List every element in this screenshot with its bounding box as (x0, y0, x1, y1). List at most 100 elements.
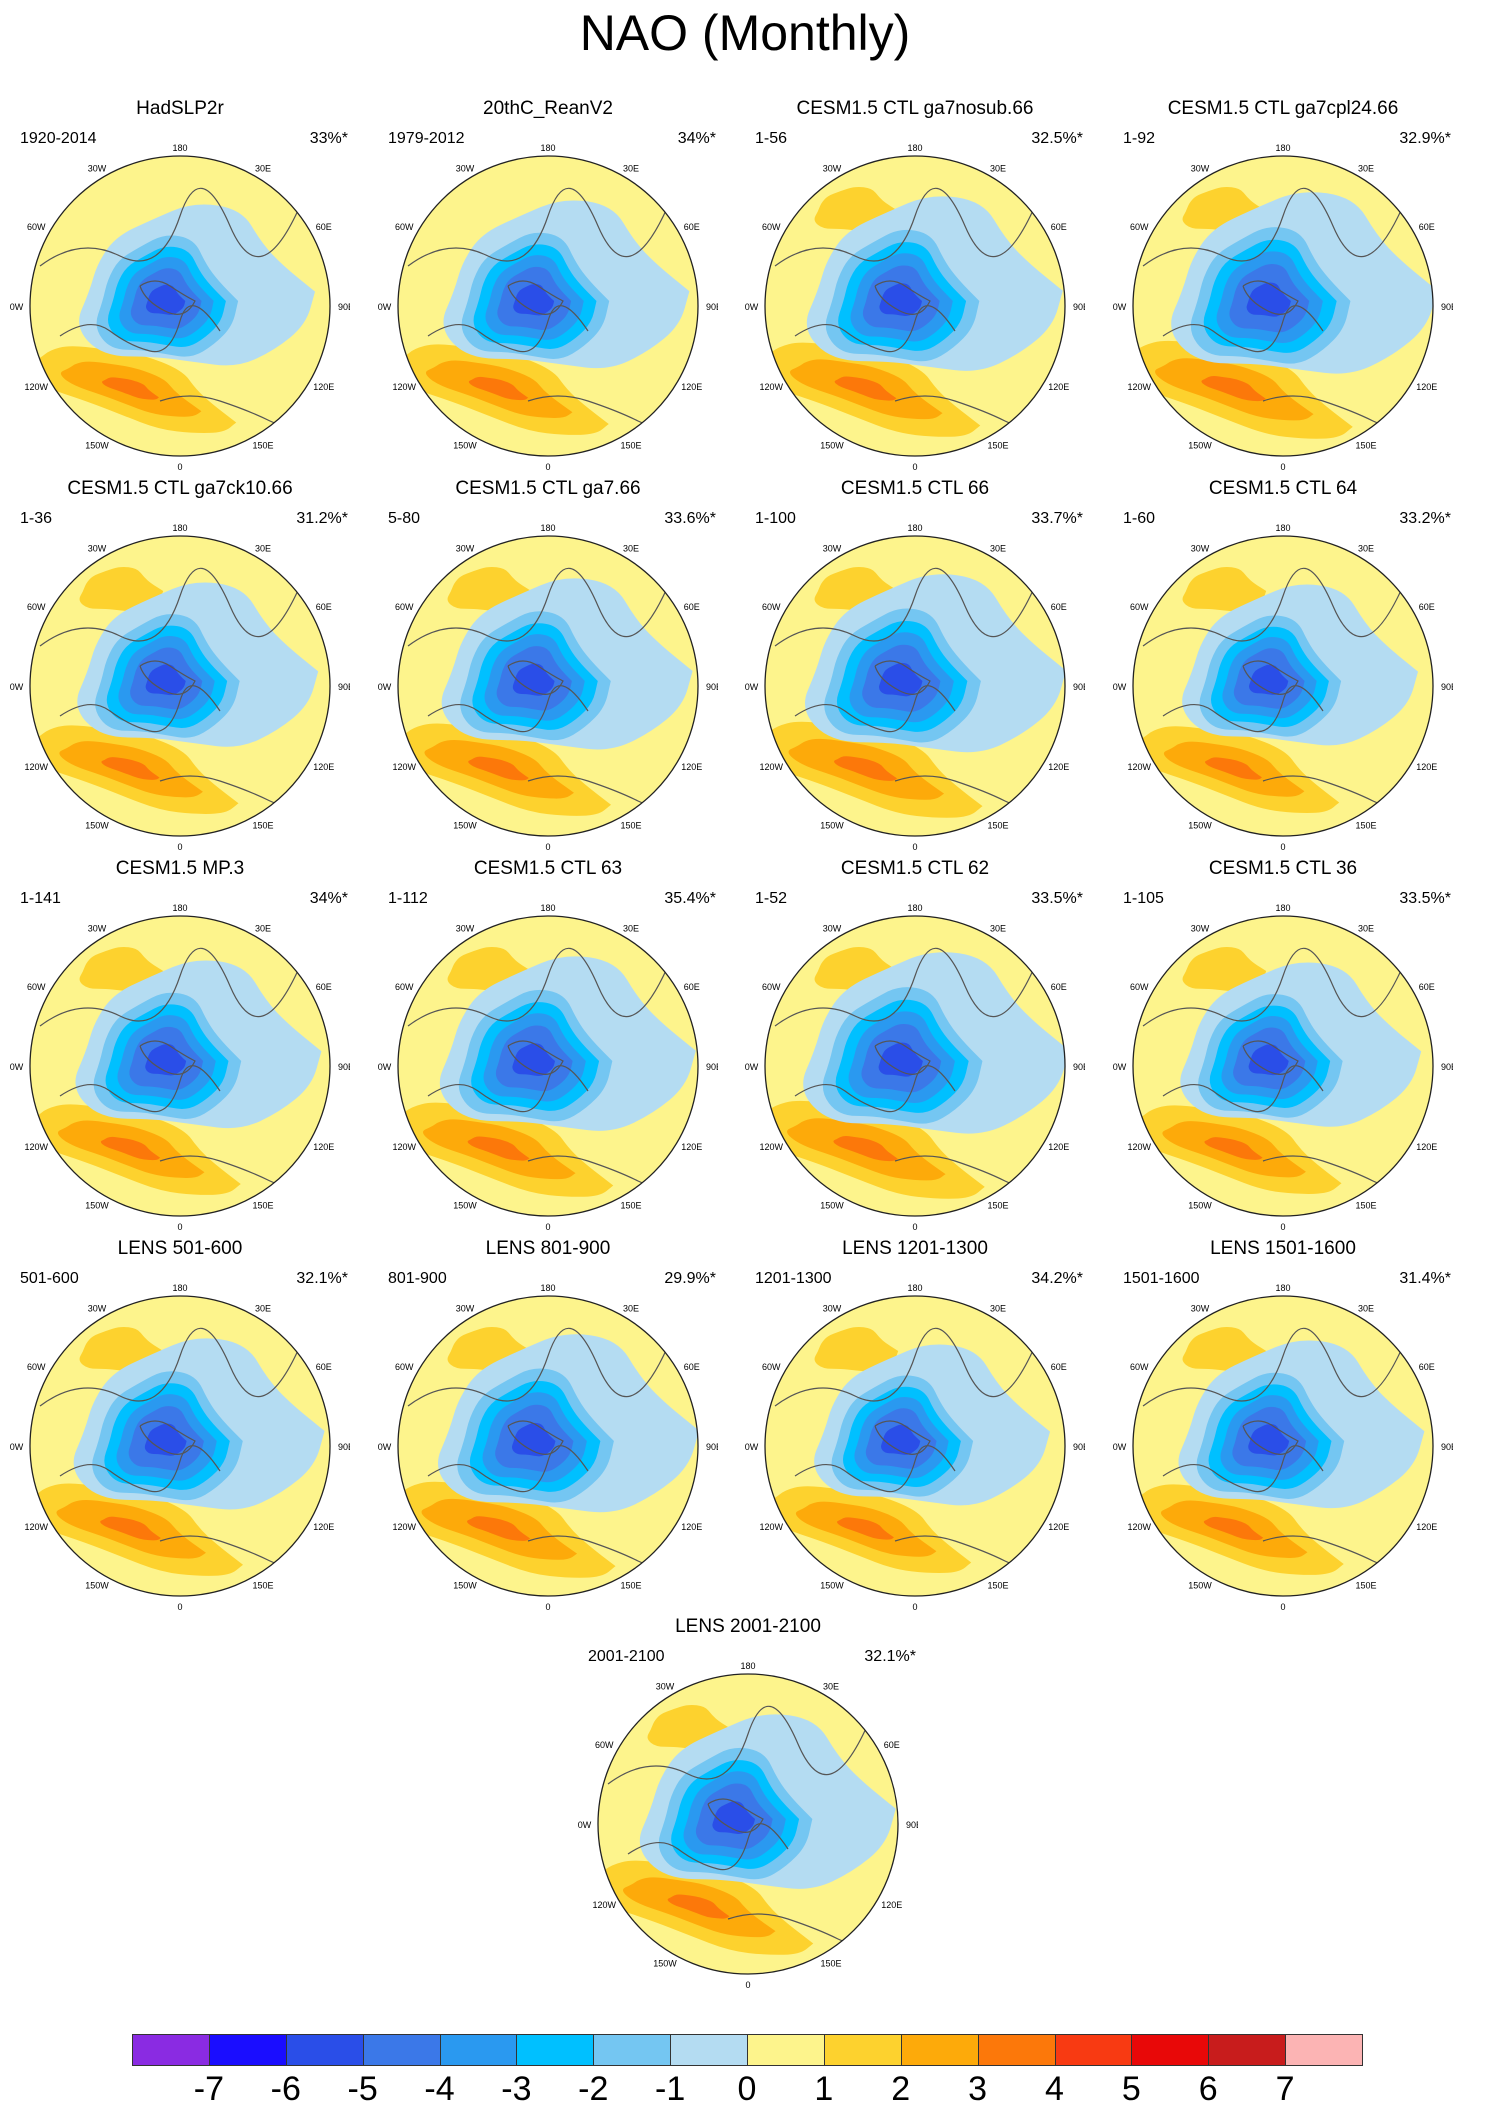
lon-label-west: 150W (820, 1581, 844, 1591)
polar-map: 180 0 150W 150E 120W 120E 90W 90E 60W 60E 30W 30E (10, 1283, 350, 1612)
lon-label-0: 0 (745, 1980, 750, 1990)
panel-title: HadSLP2r (136, 98, 224, 119)
lon-label-180: 180 (1275, 1283, 1290, 1293)
lon-label-west: 150W (85, 1201, 109, 1211)
panel-title: CESM1.5 MP.3 (115, 858, 245, 879)
lon-label-east: 120E (1048, 762, 1069, 772)
lon-label-west: 30W (456, 1303, 475, 1313)
coastline (427, 305, 589, 353)
panel-year-range: 1-100 (755, 510, 796, 527)
map-boundary (1132, 155, 1434, 457)
lon-label-west: 90W (1113, 1062, 1127, 1072)
lon-label-west: 120W (1127, 1142, 1151, 1152)
lon-label-east: 90E (1441, 302, 1453, 312)
lon-label-west: 150W (85, 821, 109, 831)
lon-label-west: 30W (656, 1681, 675, 1691)
lon-label-0: 0 (177, 842, 182, 852)
map-panel: LENS 1501-1600 1501-1600 31.4%* 180 0 150W 150… (1113, 1238, 1453, 1618)
lon-label-east: 60E (1051, 982, 1067, 992)
coastline (1162, 1065, 1324, 1113)
map-boundary (397, 915, 699, 1217)
colorbar: -7 -6 -5 -4 -3 -2 -1 0 1 2 3 4 5 6 7 (132, 2034, 1363, 2108)
panel-year-range: 1920-2014 (20, 130, 97, 147)
lon-label-west: 120W (24, 1522, 48, 1532)
lon-label-east: 60E (1051, 222, 1067, 232)
lon-label-east: 150E (987, 821, 1008, 831)
panel-title: CESM1.5 CTL ga7ck10.66 (67, 478, 293, 499)
coastline (1242, 660, 1299, 695)
map-boundary (764, 915, 1066, 1217)
lon-label-east: 30E (623, 163, 639, 173)
lon-label-east: 60E (884, 1740, 900, 1750)
colorbar-tick-label: -3 (501, 2070, 532, 2108)
map-boundary (29, 915, 331, 1217)
lon-label-east: 150E (1355, 441, 1376, 451)
panel-variance-percent: 33.7%* (1031, 510, 1083, 527)
map-panel: CESM1.5 CTL 66 1-100 33.7%* 180 0 150W 150E 120… (745, 478, 1085, 858)
lon-label-west: 150W (820, 1201, 844, 1211)
lon-label-0: 0 (1280, 462, 1285, 472)
colorbar-tick-label: -7 (193, 2070, 224, 2108)
panel-variance-percent: 34.2%* (1031, 1270, 1083, 1287)
map-panel: LENS 501-600 501-600 32.1%* 180 0 150W 150E 120… (10, 1238, 350, 1618)
coastline (627, 1823, 789, 1871)
panel-variance-percent: 32.1%* (864, 1648, 916, 1665)
lon-label-east: 60E (316, 1362, 332, 1372)
coastline (507, 1040, 564, 1075)
lon-label-east: 30E (1358, 923, 1374, 933)
lon-label-east: 120E (681, 762, 702, 772)
lon-label-east: 150E (252, 441, 273, 451)
lon-label-west: 150W (653, 1959, 677, 1969)
positive-anomaly-contour (667, 1894, 730, 1919)
panel-title: 20thC_ReanV2 (483, 98, 613, 119)
panel-year-range: 501-600 (20, 1270, 79, 1287)
lon-label-west: 90W (1113, 682, 1127, 692)
colorbar-tick-label: 7 (1275, 2070, 1295, 2108)
polar-map: 180 0 150W 150E 120W 120E 90W 90E 60W 60E 30W 30E (10, 903, 350, 1232)
lon-label-east: 90E (338, 682, 350, 692)
lon-label-180: 180 (540, 1283, 555, 1293)
polar-map: 180 0 150W 150E 120W 120E 90W 90E 60W 60E 30W 30E (578, 1661, 918, 1990)
lon-label-east: 90E (1441, 682, 1453, 692)
polar-map: 180 0 150W 150E 120W 120E 90W 90E 60W 60E 30W 30E (378, 523, 718, 852)
coastline (139, 660, 196, 695)
negative-anomaly-contour (512, 1043, 556, 1077)
coastline (794, 1445, 956, 1493)
panel-variance-percent: 33.5%* (1399, 890, 1451, 907)
panel-variance-percent: 32.9%* (1399, 130, 1451, 147)
lon-label-west: 30W (823, 543, 842, 553)
colorbar-tick-label: -5 (347, 2070, 378, 2108)
lon-label-west: 120W (392, 1142, 416, 1152)
map-boundary (1132, 1295, 1434, 1597)
lon-label-east: 120E (313, 1142, 334, 1152)
lon-label-west: 90W (745, 682, 759, 692)
lon-label-west: 150W (453, 821, 477, 831)
lon-label-180: 180 (740, 1661, 755, 1671)
polar-map: 180 0 150W 150E 120W 120E 90W 90E 60W 60E 30W 30E (1113, 523, 1453, 852)
lon-label-west: 120W (24, 382, 48, 392)
lon-label-east: 90E (706, 1062, 718, 1072)
lon-label-east: 60E (1419, 602, 1435, 612)
main-title: NAO (Monthly) (579, 5, 911, 61)
lon-label-180: 180 (1275, 143, 1290, 153)
lon-label-east: 120E (1416, 1522, 1437, 1532)
panel-title: CESM1.5 CTL 64 (1208, 478, 1358, 499)
polar-map: 180 0 150W 150E 120W 120E 90W 90E 60W 60E 30W 30E (10, 523, 350, 852)
lon-label-east: 30E (990, 163, 1006, 173)
coastline (874, 1040, 931, 1075)
coastline (1242, 1040, 1299, 1075)
map-panel: CESM1.5 CTL ga7cpl24.66 1-92 32.9%* 180 0 150… (1113, 98, 1453, 478)
colorbar-tick-label: -2 (578, 2070, 609, 2108)
coastline (874, 280, 931, 315)
lon-label-east: 30E (255, 163, 271, 173)
lon-label-west: 90W (10, 682, 24, 692)
lon-label-west: 90W (578, 1820, 592, 1830)
positive-anomaly-contour (814, 1327, 899, 1372)
lon-label-0: 0 (912, 462, 917, 472)
panel-variance-percent: 34%* (309, 890, 348, 907)
map-panel: LENS 1201-1300 1201-1300 34.2%* 180 0 150W 150… (745, 1238, 1085, 1618)
lon-label-180: 180 (907, 143, 922, 153)
positive-anomaly-contour (102, 377, 159, 400)
panel-title: CESM1.5 CTL 62 (840, 858, 990, 879)
coastline (794, 305, 956, 353)
